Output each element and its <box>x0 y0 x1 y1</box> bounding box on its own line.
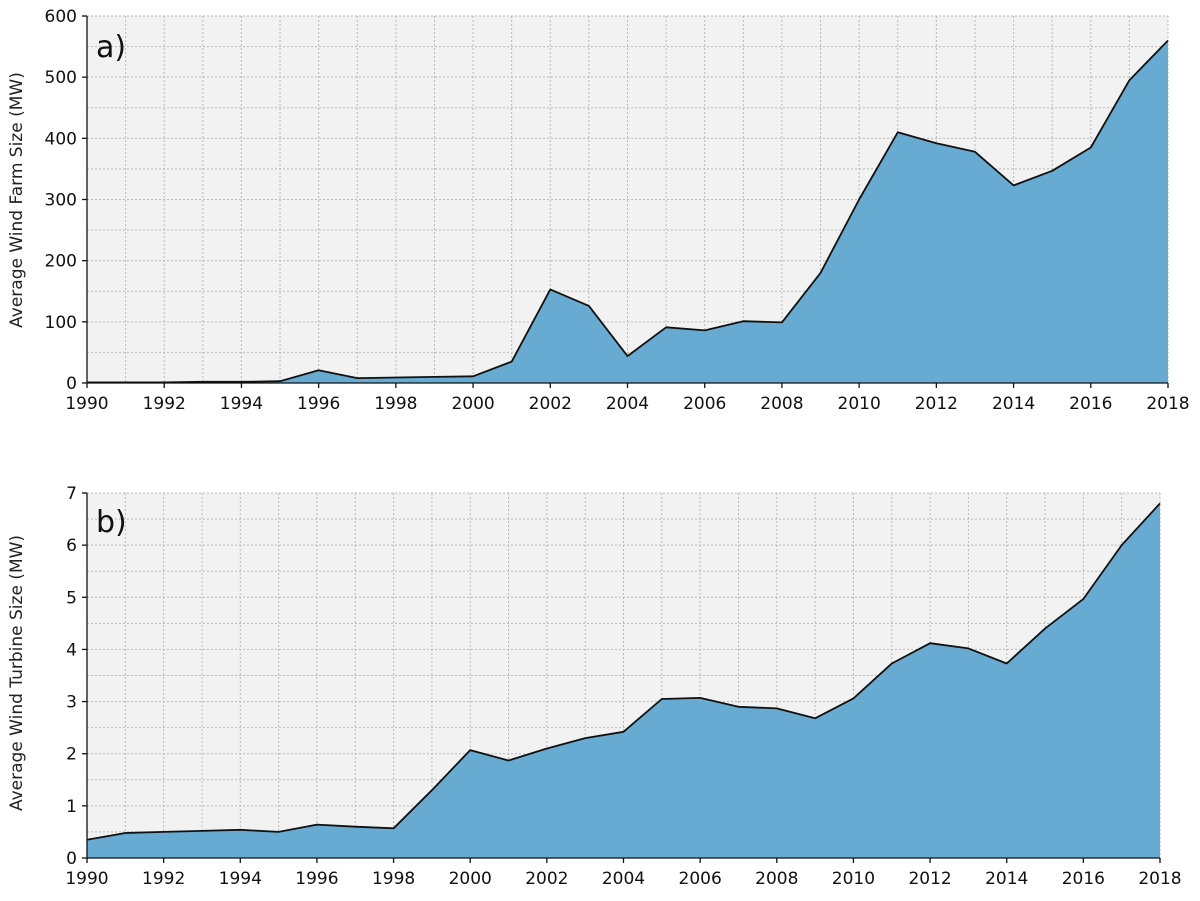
panel-b-y-tick-label: 1 <box>66 797 77 817</box>
panel-b-x-tick-label: 2000 <box>449 869 492 889</box>
panel-b-x-tick-label: 1994 <box>219 869 262 889</box>
panel-a-y-tick-label: 500 <box>45 68 77 88</box>
panel-a-x-tick-label: 2010 <box>838 394 881 414</box>
panel-b-y-tick-label: 5 <box>66 588 77 608</box>
panel-b-x-tick-label: 2014 <box>985 869 1028 889</box>
panel-b-x-tick-label: 1996 <box>295 869 338 889</box>
panel-b-x-tick-label: 1992 <box>142 869 185 889</box>
panel-b-x-tick-label: 2018 <box>1138 869 1181 889</box>
panel-b-x-tick-label: 2002 <box>525 869 568 889</box>
panel-a-x-tick-label: 2016 <box>1069 394 1112 414</box>
panel-a-x-tick-label: 2004 <box>606 394 649 414</box>
panel-b-x-tick-label: 2006 <box>679 869 722 889</box>
panel-b-area <box>87 503 1160 858</box>
panel-a-y-tick-label: 0 <box>66 374 77 394</box>
panel-b-y-axis-title: Average Wind Turbine Size (MW) <box>7 535 27 811</box>
panel-a-x-tick-label: 2006 <box>683 394 726 414</box>
panel-b-y-tick-label: 0 <box>66 849 77 869</box>
panel-a-label: a) <box>96 30 126 65</box>
panel-b-x-tick-label: 2016 <box>1062 869 1105 889</box>
panel-a-y-tick-label: 600 <box>45 7 77 27</box>
panel-a-x-tick-label: 1998 <box>374 394 417 414</box>
panel-b-x-tick-label: 2008 <box>755 869 798 889</box>
panel-a-x-tick-label: 1994 <box>220 394 263 414</box>
panel-a-x-tick-label: 2012 <box>915 394 958 414</box>
panel-a-wind-farm-size: a) Average Wind Farm Size (MW) 1990 1992 1… <box>7 7 1190 414</box>
panel-b-y-tick-label: 2 <box>66 745 77 765</box>
panel-a-x-tick-label: 2000 <box>451 394 494 414</box>
panel-a-series-line <box>87 39 1169 384</box>
panel-a-y-tick-label: 300 <box>45 191 77 211</box>
panel-b-wind-turbine-size: b) Average Wind Turbine Size (MW) 1990 19… <box>7 484 1182 889</box>
panel-b-y-tick-label: 4 <box>66 640 77 660</box>
panel-b-y-tick-label: 6 <box>66 536 77 556</box>
panel-b-x-tick-label: 1990 <box>65 869 108 889</box>
panel-b-series-line <box>86 502 1161 841</box>
panel-a-x-tick-label: 2008 <box>760 394 803 414</box>
panel-b-y-tick-label: 7 <box>66 484 77 504</box>
panel-a-y-tick-label: 100 <box>45 313 77 333</box>
panel-a-x-tick-label: 2018 <box>1146 394 1189 414</box>
panel-b-label: b) <box>96 505 127 540</box>
panel-b-x-tick-label: 2010 <box>832 869 875 889</box>
panel-a-x-tick-label: 2002 <box>529 394 572 414</box>
panel-a-y-tick-label: 400 <box>45 129 77 149</box>
panel-a-x-tick-label: 1990 <box>65 394 108 414</box>
panel-b-x-tick-label: 1998 <box>372 869 415 889</box>
panel-b-x-tick-label: 2004 <box>602 869 645 889</box>
panel-a-y-axis-title: Average Wind Farm Size (MW) <box>7 72 27 328</box>
panel-b-y-tick-label: 3 <box>66 693 77 713</box>
panel-a-x-tick-label: 1996 <box>297 394 340 414</box>
panel-a-x-tick-label: 1992 <box>143 394 186 414</box>
panel-a-x-tick-label: 2014 <box>992 394 1035 414</box>
panel-a-area <box>87 40 1168 383</box>
panel-a-y-tick-label: 200 <box>45 252 77 272</box>
panel-b-x-tick-label: 2012 <box>908 869 951 889</box>
